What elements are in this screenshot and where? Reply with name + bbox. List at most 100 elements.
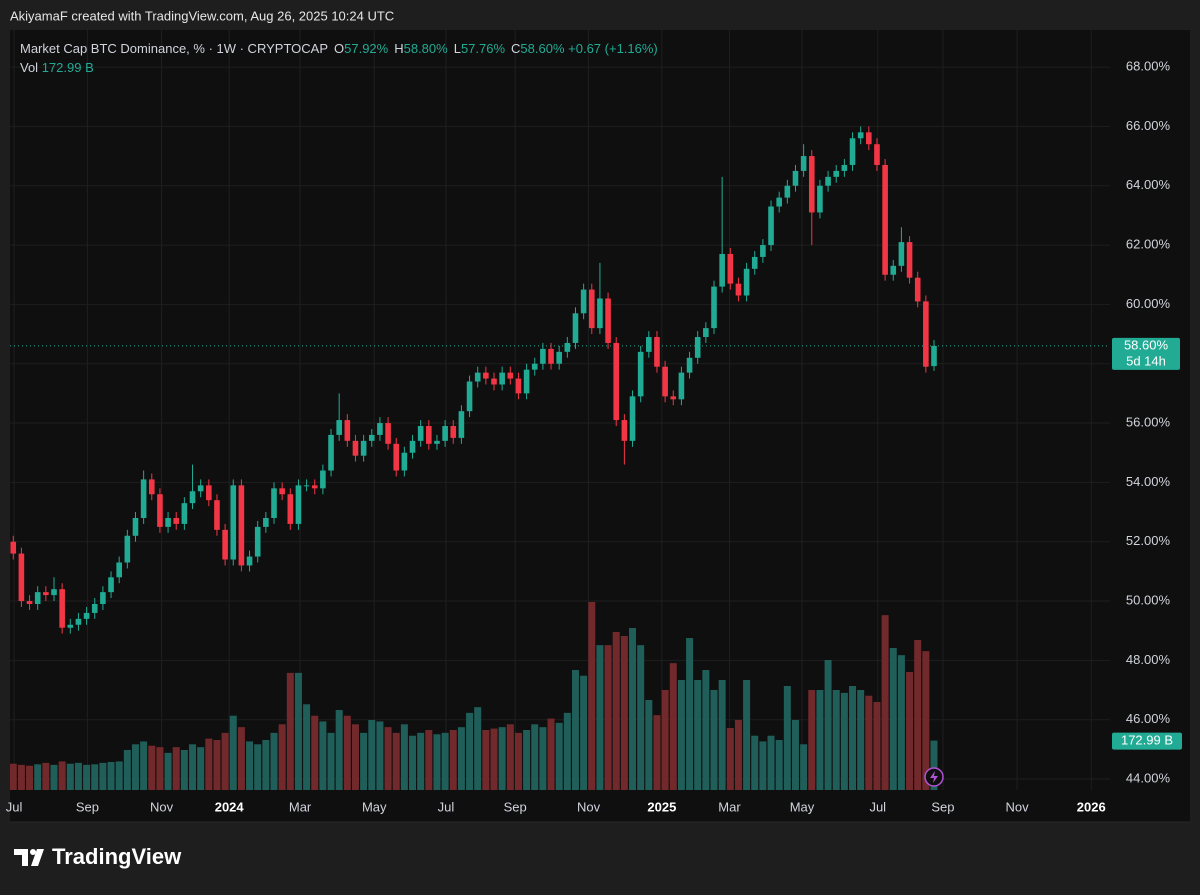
axis-labels: 44.00% 46.00% 48.00% 50.00% 52.00% 54.00% 56.0… bbox=[6, 59, 1182, 814]
candle-body bbox=[515, 378, 522, 394]
candle-layer bbox=[10, 126, 937, 634]
candle-body bbox=[328, 434, 334, 471]
candle-body bbox=[148, 479, 155, 495]
volume-bar bbox=[457, 727, 465, 790]
candle-body bbox=[743, 268, 750, 296]
candle-body bbox=[320, 470, 326, 489]
volume-bar bbox=[791, 720, 799, 790]
candle-body bbox=[751, 256, 758, 269]
candle-body bbox=[784, 185, 791, 198]
candle-body bbox=[800, 156, 807, 171]
volume-bar bbox=[425, 730, 433, 790]
volume-bar bbox=[759, 741, 767, 790]
volume-bar bbox=[189, 744, 197, 790]
candle-body bbox=[91, 604, 98, 613]
x-tick-label: 2026 bbox=[1077, 799, 1106, 814]
candle-body bbox=[605, 298, 611, 343]
candle-body bbox=[124, 535, 131, 563]
candle-body bbox=[499, 372, 505, 385]
candle-body bbox=[580, 289, 587, 314]
candle-body bbox=[206, 485, 212, 501]
candle-body bbox=[825, 176, 831, 186]
volume-bar bbox=[922, 651, 930, 790]
y-tick-label: 48.00% bbox=[1126, 652, 1171, 667]
candle-body bbox=[393, 443, 400, 471]
candle-body bbox=[181, 503, 188, 524]
candle-body bbox=[311, 485, 318, 489]
candle-body bbox=[531, 363, 538, 370]
volume-bar bbox=[775, 740, 783, 790]
candle-body bbox=[613, 342, 620, 421]
volume-bar bbox=[441, 732, 449, 790]
volume-bar bbox=[278, 724, 286, 790]
candle-body bbox=[703, 328, 709, 338]
candle-body bbox=[263, 517, 269, 527]
volume-bar bbox=[286, 672, 294, 790]
volume-bar bbox=[482, 730, 490, 790]
y-tick-label: 44.00% bbox=[1126, 770, 1171, 785]
volume-bar bbox=[840, 692, 848, 790]
volume-bar bbox=[637, 645, 645, 790]
volume-bar bbox=[270, 732, 278, 790]
candle-body bbox=[189, 491, 196, 504]
volume-bar bbox=[26, 765, 34, 790]
volume-bar bbox=[555, 722, 563, 790]
volume-bar bbox=[42, 762, 50, 790]
volume-bar bbox=[180, 750, 188, 790]
candle-body bbox=[254, 526, 261, 557]
grid bbox=[10, 30, 1110, 790]
x-tick-label: Nov bbox=[1006, 799, 1030, 814]
volume-bar bbox=[767, 735, 775, 790]
x-tick-label: Sep bbox=[504, 799, 527, 814]
volume-bar bbox=[83, 764, 91, 790]
volume-bar bbox=[889, 648, 897, 790]
volume-bar bbox=[400, 724, 408, 790]
volume-bar bbox=[66, 763, 74, 790]
volume-bar bbox=[10, 763, 17, 790]
candle-body bbox=[540, 348, 546, 364]
x-tick-label: 2024 bbox=[215, 799, 245, 814]
volume-label: 172.99 B bbox=[1121, 733, 1173, 748]
candle-body bbox=[417, 426, 424, 441]
candle-body bbox=[197, 485, 204, 492]
volume-bar bbox=[58, 761, 66, 790]
field-key: L bbox=[453, 41, 461, 56]
volume-bar bbox=[335, 710, 343, 790]
candle-body bbox=[662, 366, 668, 397]
volume-bar bbox=[360, 732, 368, 790]
candle-body bbox=[792, 170, 799, 186]
field-value: 58.80% bbox=[403, 41, 448, 56]
volume-bar bbox=[849, 686, 857, 790]
volume-bar bbox=[498, 727, 506, 790]
candle-body bbox=[466, 381, 473, 412]
logo-slash bbox=[31, 849, 44, 866]
volume-bar bbox=[881, 615, 889, 790]
candle-body bbox=[857, 132, 864, 139]
candle-body bbox=[931, 345, 937, 367]
volume-bar bbox=[343, 715, 351, 790]
volume-bar bbox=[229, 715, 237, 790]
logo-dot bbox=[30, 849, 36, 855]
volume-bar bbox=[865, 695, 873, 790]
candle-body bbox=[670, 396, 677, 400]
candle-body bbox=[368, 434, 375, 441]
volume-bar bbox=[653, 715, 661, 790]
candle-body bbox=[483, 372, 489, 379]
candle-body bbox=[637, 351, 644, 397]
volume-bar bbox=[596, 645, 604, 790]
candle-body bbox=[336, 420, 342, 435]
candle-body bbox=[409, 440, 416, 453]
candle-body bbox=[165, 517, 171, 527]
volume-bar bbox=[148, 745, 156, 790]
volume-bar bbox=[914, 640, 922, 790]
countdown: 5d 14h bbox=[1126, 353, 1166, 368]
volume-bar bbox=[694, 680, 702, 790]
volume-bar bbox=[107, 762, 115, 790]
volume-bar bbox=[539, 727, 547, 790]
volume-bar bbox=[246, 741, 254, 790]
volume-bar bbox=[808, 690, 816, 790]
volume-bar bbox=[384, 727, 392, 790]
candle-body bbox=[491, 378, 497, 385]
candle-body bbox=[450, 426, 457, 438]
